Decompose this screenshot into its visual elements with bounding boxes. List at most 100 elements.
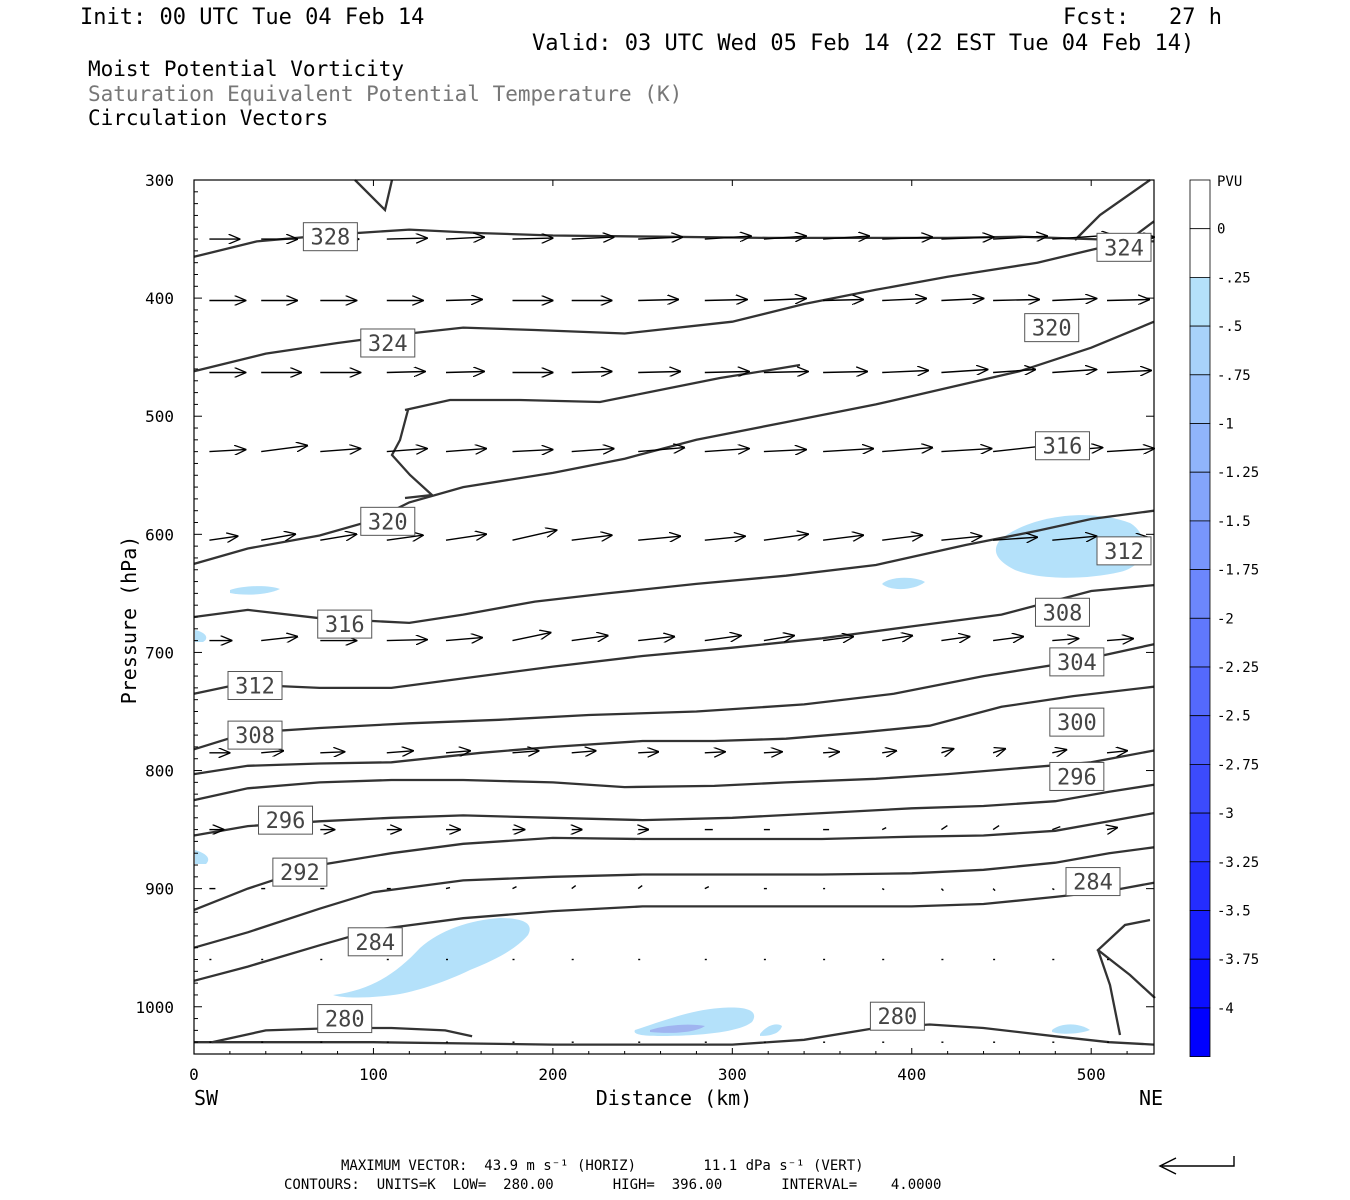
svg-text:284: 284 xyxy=(355,931,395,956)
colorbar-label: -1 xyxy=(1217,417,1234,433)
wind-vector xyxy=(512,238,553,239)
colorbar-swatch xyxy=(1189,812,1211,863)
wind-vector xyxy=(386,372,425,373)
x-tick-label: 400 xyxy=(897,1065,926,1084)
wind-vector xyxy=(1052,536,1096,540)
wind-vector xyxy=(638,300,678,301)
wind-vector xyxy=(1052,750,1066,753)
wind-vector xyxy=(992,825,1000,831)
svg-text:284: 284 xyxy=(1073,871,1113,896)
wind-vector xyxy=(993,300,1039,301)
contour-line xyxy=(354,179,394,213)
wind-vector xyxy=(638,752,658,753)
mpv-region xyxy=(650,1024,705,1033)
wind-vector xyxy=(992,749,1005,753)
colorbar-label: -3.25 xyxy=(1217,855,1259,871)
wind-vector xyxy=(445,300,482,301)
valid-time: Valid: 03 UTC Wed 05 Feb 14 (22 EST Tue … xyxy=(532,31,1195,56)
wind-vector xyxy=(1107,828,1117,830)
wind-vector xyxy=(763,372,808,373)
colorbar-swatch xyxy=(1189,374,1211,424)
field-title-mpv: Moist Potential Vorticity xyxy=(88,57,405,81)
y-tick-label: 800 xyxy=(145,762,174,781)
wind-vector xyxy=(763,534,808,541)
contour-label: 312 xyxy=(1096,536,1152,566)
svg-text:320: 320 xyxy=(368,510,408,535)
wind-vector xyxy=(638,237,682,239)
contour-296 xyxy=(193,783,1155,837)
contour-label: 312 xyxy=(227,671,283,701)
max-vector-note: MAXIMUM VECTOR: 43.9 m s⁻¹ (HORIZ) 11.1 … xyxy=(341,1158,864,1174)
theta-es-contours xyxy=(193,220,1155,1046)
wind-vector xyxy=(1106,639,1133,641)
contour-label: 316 xyxy=(1034,431,1090,461)
contour-label: 284 xyxy=(347,927,403,957)
contour-label: 296 xyxy=(258,805,314,835)
wind-vector xyxy=(882,448,932,452)
svg-text:312: 312 xyxy=(235,675,275,700)
svg-text:324: 324 xyxy=(368,332,408,357)
reference-vector xyxy=(1158,1156,1235,1175)
contour-label: 324 xyxy=(360,328,416,358)
wind-vector xyxy=(882,371,928,373)
x-tick-label: 300 xyxy=(718,1065,747,1084)
contour-308 xyxy=(193,643,1155,751)
svg-text:316: 316 xyxy=(325,613,365,638)
wind-vector xyxy=(1052,370,1096,373)
x-axis-label: Distance (km) xyxy=(596,1086,753,1110)
wind-vector xyxy=(704,236,751,239)
y-tick-label: 500 xyxy=(145,407,174,426)
wind-vector xyxy=(763,236,806,239)
wind-vector xyxy=(261,534,295,540)
wind-vector xyxy=(571,751,596,753)
wind-vector xyxy=(445,237,484,239)
colorbar-swatch xyxy=(1189,569,1211,619)
wind-vector xyxy=(882,636,912,641)
wind-vector xyxy=(261,751,283,753)
contour-320 xyxy=(193,320,1155,566)
wind-vector xyxy=(823,637,853,641)
svg-text:296: 296 xyxy=(1057,765,1097,790)
wind-vector xyxy=(386,751,413,753)
wind-vector xyxy=(386,238,427,239)
colorbar-swatch xyxy=(1189,958,1211,1009)
y-axis: 300 400 500 600 700 800 900 1000 xyxy=(135,171,1154,1043)
wind-vector xyxy=(823,752,839,753)
colorbar-swatch xyxy=(1189,471,1211,522)
colorbar-label: -3 xyxy=(1217,806,1234,822)
wind-vector xyxy=(704,885,710,890)
wind-vector xyxy=(881,887,885,891)
colorbar-label: 0 xyxy=(1217,222,1225,238)
contour-label: 284 xyxy=(1065,867,1121,897)
wind-vector xyxy=(1052,639,1078,641)
mpv-region xyxy=(333,918,530,998)
wind-vector xyxy=(512,450,553,452)
wind-vector xyxy=(941,825,948,831)
colorbar-label: -2 xyxy=(1217,611,1234,627)
svg-text:300: 300 xyxy=(1057,711,1097,736)
colorbar-label: -2.5 xyxy=(1217,709,1251,725)
svg-text:320: 320 xyxy=(1032,317,1072,342)
wind-vector xyxy=(512,751,539,753)
contour-label: 324 xyxy=(1096,232,1152,262)
colorbar-swatch xyxy=(1189,520,1211,571)
wind-vector xyxy=(704,449,749,452)
contour-info: CONTOURS: UNITS=K LOW= 280.00 HIGH= 396.… xyxy=(284,1177,942,1193)
init-time: Init: 00 UTC Tue 04 Feb 14 xyxy=(80,5,425,30)
mpv-region xyxy=(195,630,207,642)
wind-vector xyxy=(638,637,674,641)
contour-label: 320 xyxy=(1024,313,1080,343)
pvu-colorbar: 0 -.25 -.5 -.75 -1 -1.25 -1.5 -1.75 -2 -2.25 -2.5 -… xyxy=(1189,179,1259,1058)
svg-text:312: 312 xyxy=(1104,540,1144,565)
wind-vector xyxy=(571,636,608,641)
field-title-theta-es: Saturation Equivalent Potential Temperat… xyxy=(88,82,683,106)
contour-labels: 328 324 324 320 316 320 312 316 308 304 312 300 308 2… xyxy=(227,222,1152,1034)
colorbar-swatch xyxy=(1189,228,1211,278)
colorbar-swatch xyxy=(1189,861,1211,911)
mpv-region xyxy=(760,1024,782,1036)
wind-vector xyxy=(1106,300,1149,301)
wind-vector xyxy=(704,536,745,540)
contour-300 xyxy=(193,749,1155,802)
colorbar-swatch xyxy=(1189,617,1211,668)
